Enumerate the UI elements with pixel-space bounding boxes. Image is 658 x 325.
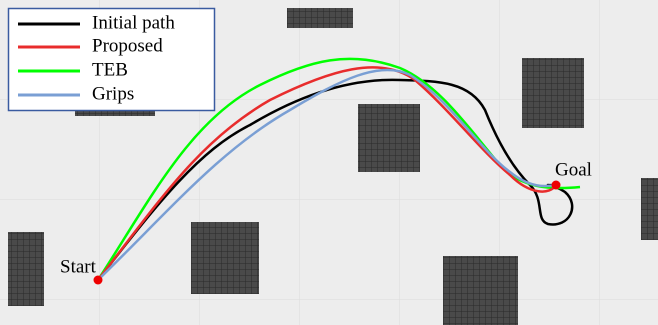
legend: Initial path Proposed TEB Grips [9, 9, 215, 111]
goal-label: Goal [555, 159, 592, 180]
legend-label: Initial path [92, 12, 175, 33]
legend-label: Grips [92, 83, 134, 104]
start-label: Start [60, 256, 97, 277]
goal-point [552, 181, 561, 190]
legend-label: Proposed [92, 35, 163, 56]
legend-label: TEB [92, 59, 128, 80]
scene: Start Goal Initial path Proposed TEB Gri… [0, 0, 658, 325]
